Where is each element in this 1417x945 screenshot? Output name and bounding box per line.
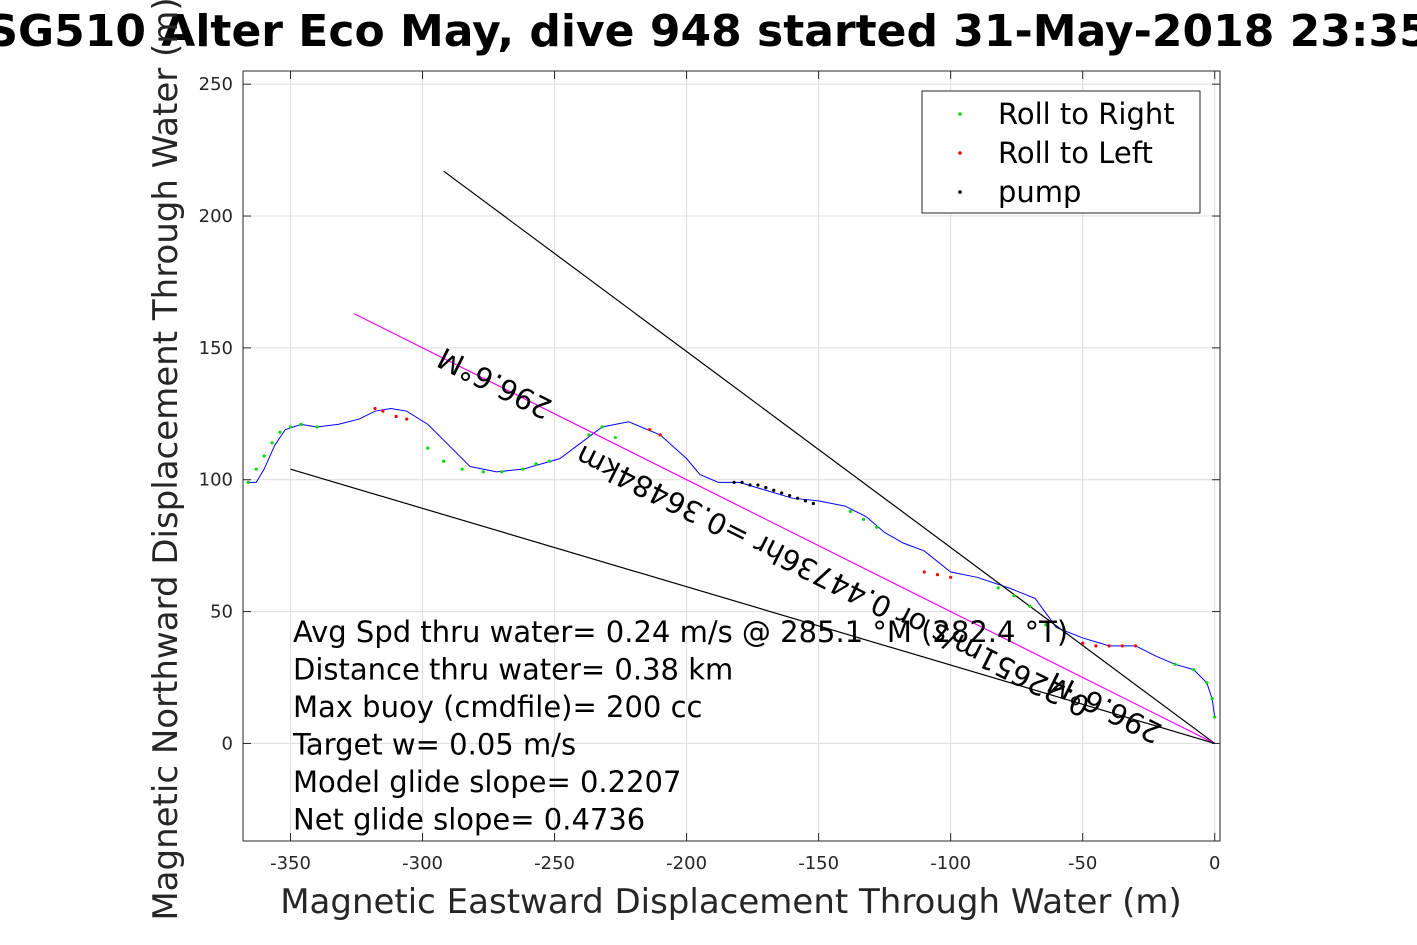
legend-label: Roll to Left [998, 136, 1153, 170]
glider-track-line [248, 408, 1216, 718]
roll-to-right-point [288, 425, 293, 429]
roll-to-right-point [1205, 681, 1209, 685]
x-tick-label: -200 [666, 853, 707, 874]
roll-to-left-point [405, 417, 409, 421]
pump-point [756, 483, 760, 487]
y-tick-label: 0 [222, 733, 233, 754]
roll-to-left-point [658, 433, 662, 437]
roll-to-right-point [262, 454, 266, 458]
roll-to-right-point [534, 462, 538, 466]
roll-to-left-point [935, 573, 940, 577]
roll-to-left-point [394, 414, 398, 419]
roll-to-right-point [426, 446, 430, 450]
roll-to-right-point [254, 467, 258, 471]
roll-to-left-point [1107, 644, 1111, 648]
y-tick-label: 250 [199, 74, 233, 95]
pump-point [764, 486, 768, 490]
y-tick-label: 50 [210, 602, 233, 623]
chart-title: SG510 Alter Eco May, dive 948 started 31… [0, 6, 1417, 57]
pump-point [732, 480, 736, 484]
roll-to-right-point [1028, 604, 1032, 608]
heading-line [443, 170, 1216, 744]
stats-text-block: Avg Spd thru water= 0.24 m/s @ 285.1 °M … [292, 615, 1068, 837]
x-tick-label: -350 [270, 853, 311, 874]
legend-label: pump [998, 175, 1081, 209]
roll-to-right-point [613, 435, 617, 440]
roll-to-right-point [1173, 662, 1177, 666]
y-tick-label: 150 [199, 338, 233, 359]
roll-to-right-point [299, 422, 303, 426]
roll-to-left-point [381, 409, 385, 413]
roll-to-right-point [875, 525, 879, 529]
pump-point [787, 493, 792, 498]
roll-to-left-point [1094, 644, 1098, 648]
roll-to-right-point [587, 433, 591, 437]
x-tick-label: -250 [534, 853, 575, 874]
roll-to-right-point [481, 470, 485, 474]
y-tick-label: 100 [199, 470, 233, 491]
pump-point [795, 496, 800, 500]
legend: Roll to Right Roll to Left pump [921, 90, 1201, 214]
pump-point [803, 499, 808, 503]
roll-to-right-point [500, 470, 504, 474]
y-axis-label: Magnetic Northward Displacement Through … [146, 0, 186, 921]
roll-to-right-point [278, 430, 282, 434]
pump-point [748, 483, 752, 487]
roll-to-right-point [600, 425, 604, 429]
legend-marker [958, 151, 962, 155]
heading-line [353, 313, 1215, 744]
roll-to-right-point [996, 586, 1000, 590]
roll-to-left-point [949, 575, 953, 579]
x-axis-label: Magnetic Eastward Displacement Through W… [280, 882, 1182, 922]
roll-to-left-point [922, 570, 926, 574]
x-tick-label: -150 [798, 853, 839, 874]
roll-to-left-point [373, 406, 377, 411]
roll-to-right-point [1210, 697, 1214, 701]
roll-to-right-point [861, 517, 866, 521]
stats-line: Max buoy (cmdfile)= 200 cc [293, 690, 702, 724]
stats-line: Model glide slope= 0.2207 [293, 765, 681, 799]
y-tick-label: 200 [199, 206, 233, 227]
pump-point [740, 480, 744, 484]
series-layer [246, 170, 1217, 745]
plot-border [242, 70, 1221, 842]
axis-ticks: -350 -300 -250 -200 -150 -100 -50 0 0 50 100 150 200… [199, 71, 1220, 874]
stats-line: Distance thru water= 0.38 km [293, 653, 733, 687]
roll-to-right-point [1044, 623, 1048, 627]
stats-line: Net glide slope= 0.4736 [293, 803, 645, 837]
roll-to-left-point [1081, 641, 1085, 645]
roll-to-right-point [1012, 594, 1016, 598]
roll-to-left-point [1133, 644, 1138, 648]
x-tick-label: 0 [1209, 853, 1220, 874]
roll-to-right-point [848, 509, 852, 513]
legend-marker [958, 190, 962, 194]
roll-to-right-point [246, 480, 250, 484]
roll-to-right-point [442, 459, 446, 463]
legend-marker [958, 112, 962, 116]
x-tick-label: -100 [930, 853, 971, 874]
roll-to-right-point [1213, 715, 1217, 719]
roll-to-right-point [1191, 667, 1196, 672]
stats-line: Target w= 0.05 m/s [292, 728, 576, 762]
roll-to-left-point [1120, 644, 1124, 648]
heading-line [290, 468, 1215, 745]
roll-to-right-point [460, 467, 464, 471]
x-tick-label: -300 [402, 853, 443, 874]
roll-to-right-point [547, 459, 551, 463]
roll-to-left-point [648, 428, 652, 432]
pump-point [772, 488, 776, 492]
stats-line: Avg Spd thru water= 0.24 m/s @ 285.1 °M … [293, 615, 1068, 649]
pump-point [811, 501, 815, 506]
x-tick-label: -50 [1068, 853, 1097, 874]
legend-label: Roll to Right [998, 97, 1175, 131]
legend-box [921, 90, 1201, 214]
roll-to-right-point [521, 467, 525, 471]
roll-to-right-point [270, 441, 274, 445]
pump-point [780, 491, 784, 495]
roll-to-right-point [315, 425, 319, 429]
